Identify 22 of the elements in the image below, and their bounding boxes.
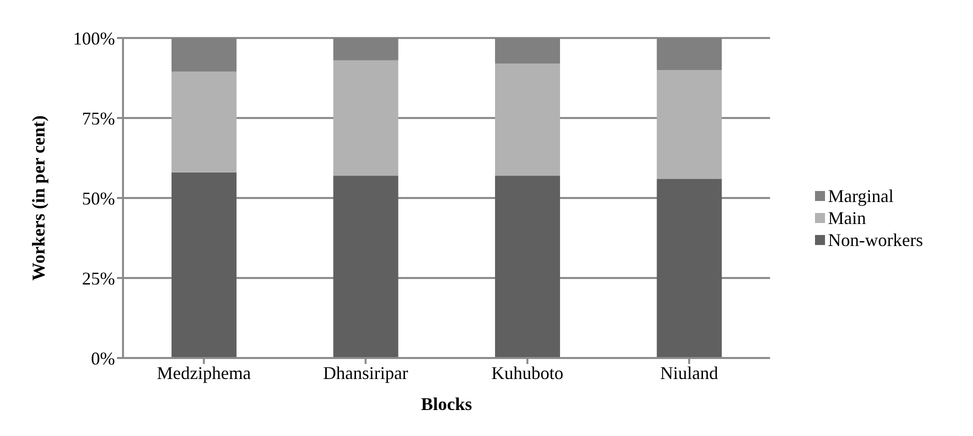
x-tick-label: Niuland: [660, 362, 718, 383]
y-axis-title: Workers (in per cent): [28, 115, 48, 281]
bar: [495, 176, 560, 358]
bar: [656, 70, 722, 179]
y-tick-label: 75%: [82, 108, 115, 128]
x-axis-title: Blocks: [421, 394, 472, 414]
legend-label: Main: [828, 207, 866, 229]
y-tick-label: 100%: [73, 28, 115, 48]
bar: [333, 60, 398, 176]
bar: [495, 64, 560, 176]
x-tick-label: Medziphema: [156, 362, 251, 383]
y-tick-label: 50%: [82, 188, 115, 208]
bar: [172, 172, 237, 358]
y-tick-label: 25%: [82, 268, 115, 288]
bar: [172, 72, 237, 172]
x-tick-label: Dhansiripar: [323, 362, 408, 383]
bar: [333, 176, 398, 358]
y-tick-label: 0%: [91, 348, 115, 368]
legend-label: Marginal: [828, 185, 894, 207]
bar: [656, 178, 722, 358]
x-tick-label: Kuhuboto: [491, 362, 564, 383]
legend-label: Non-workers: [828, 229, 923, 251]
